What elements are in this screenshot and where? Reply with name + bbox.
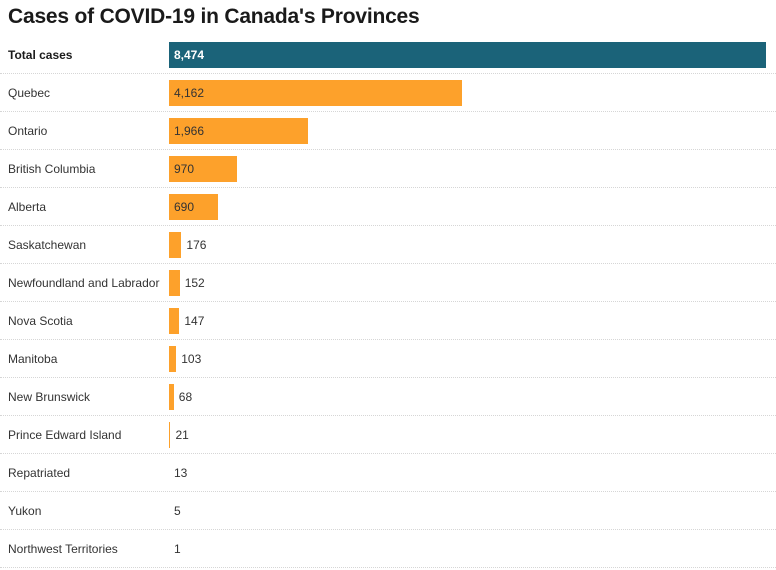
bar [169,156,238,182]
bar [169,194,218,220]
bar-row: Ontario 1,966 [0,112,776,150]
bar-row: New Brunswick 68 [0,378,776,416]
value-label: 13 [174,466,188,480]
category-label: Total cases [8,48,73,62]
bar [169,384,174,410]
bar-row: Nova Scotia 147 [0,302,776,340]
bar-chart: Total cases 8,474 Quebec 4,162 Ontario 1,966 B… [0,36,776,568]
bar-row: Quebec 4,162 [0,74,776,112]
value-label: 5 [174,504,181,518]
bar [169,422,171,448]
bar-row: Alberta 690 [0,188,776,226]
bar [169,270,180,296]
value-label: 68 [178,390,193,404]
bar-row: Repatriated 13 [0,454,776,492]
bar [169,118,308,144]
value-label: 152 [184,276,205,290]
category-label: Northwest Territories [8,542,118,556]
value-label: 176 [186,238,207,252]
value-label: 1 [174,542,181,556]
category-label: Yukon [8,504,42,518]
bar-row: Total cases 8,474 [0,36,776,74]
value-label: 4,162 [174,86,205,100]
bar-row: British Columbia 970 [0,150,776,188]
bar-row: Northwest Territories 1 [0,530,776,568]
bar-row: Newfoundland and Labrador 152 [0,264,776,302]
bar [169,232,182,258]
category-label: Quebec [8,86,51,100]
category-label: Manitoba [8,352,58,366]
category-label: Alberta [8,200,47,214]
value-label: 970 [174,162,195,176]
bar-row: Saskatchewan 176 [0,226,776,264]
category-label: Newfoundland and Labrador [8,276,160,290]
bar-row: Prince Edward Island 21 [0,416,776,454]
value-label: 8,474 [174,48,205,62]
category-label: Prince Edward Island [8,428,122,442]
category-label: Saskatchewan [8,238,87,252]
category-label: Repatriated [8,466,71,480]
bar-row: Yukon 5 [0,492,776,530]
bar [169,42,766,68]
bar-row: Manitoba 103 [0,340,776,378]
value-label: 103 [181,352,202,366]
bar [169,308,180,334]
bar [169,80,463,106]
value-label: 21 [175,428,189,442]
value-label: 1,966 [174,124,205,138]
category-label: British Columbia [8,162,96,176]
bar [169,346,177,372]
chart-title: Cases of COVID-19 in Canada's Provinces [8,5,420,28]
category-label: Nova Scotia [8,314,73,328]
category-label: New Brunswick [8,390,91,404]
value-label: 147 [184,314,205,328]
category-label: Ontario [8,124,48,138]
value-label: 690 [174,200,195,214]
